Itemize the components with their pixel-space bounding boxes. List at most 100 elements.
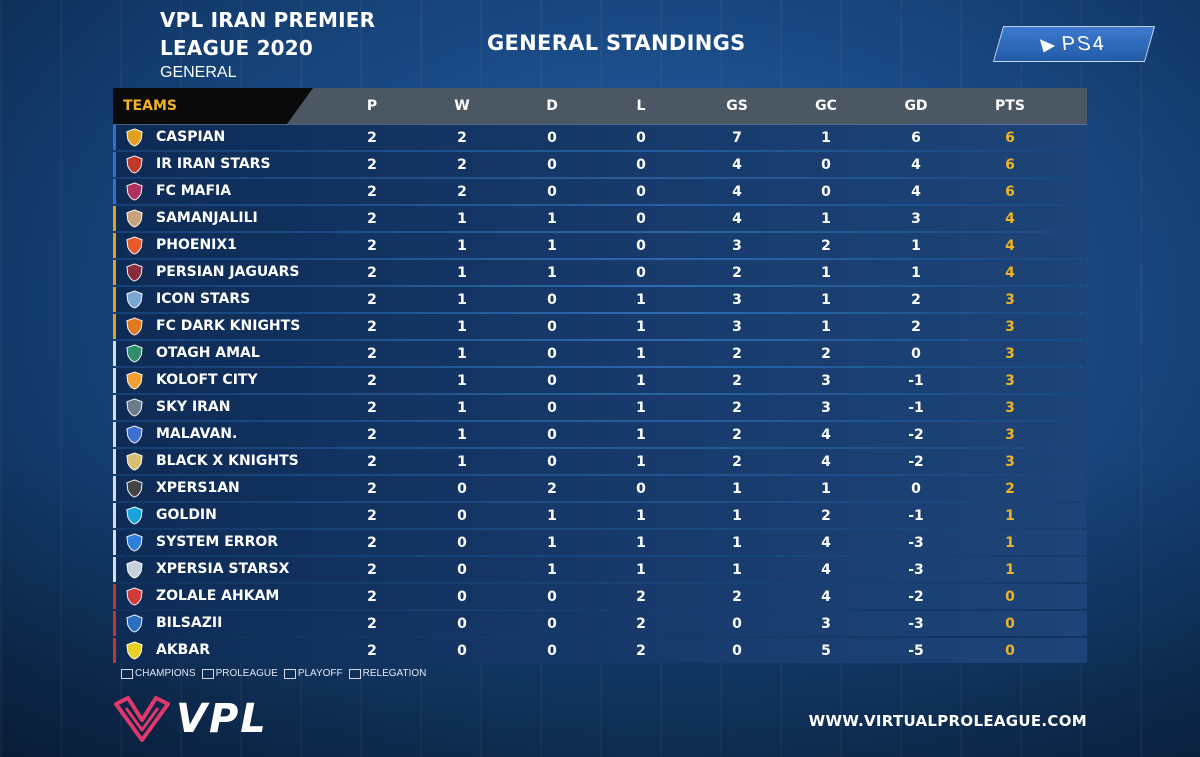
cell-w: 1 bbox=[457, 345, 467, 362]
cell-d: 1 bbox=[547, 264, 557, 281]
team-name: PHOENIX1 bbox=[156, 237, 237, 253]
team-logo-icon bbox=[125, 479, 144, 498]
table-row: PERSIAN JAGUARS 2 1 1 0 2 1 1 4 bbox=[113, 260, 1087, 285]
table-row: BLACK X KNIGHTS 2 1 0 1 2 4 -2 3 bbox=[113, 449, 1087, 474]
table-row: OTAGH AMAL 2 1 0 1 2 2 0 3 bbox=[113, 341, 1087, 366]
cell-w: 1 bbox=[457, 237, 467, 254]
cell-pts: 6 bbox=[1005, 183, 1015, 200]
cell-gd: 0 bbox=[911, 480, 921, 497]
cell-pts: 1 bbox=[1005, 534, 1015, 551]
cell-p: 2 bbox=[367, 345, 377, 362]
cell-p: 2 bbox=[367, 615, 377, 632]
cell-l: 0 bbox=[636, 237, 646, 254]
standings-table: TEAMS P W D L GS GC GD PTS CASPIAN 2 2 0 0 7 1… bbox=[113, 88, 1087, 663]
qualification-marker bbox=[113, 152, 116, 177]
cell-gd: 1 bbox=[911, 264, 921, 281]
team-logo-icon bbox=[125, 641, 144, 660]
cell-p: 2 bbox=[367, 588, 377, 605]
cell-gc: 3 bbox=[821, 372, 831, 389]
team-name: ZOLALE AHKAM bbox=[156, 588, 280, 604]
team-logo-icon bbox=[125, 398, 144, 417]
qualification-marker bbox=[113, 287, 116, 312]
cell-pts: 1 bbox=[1005, 507, 1015, 524]
cell-w: 2 bbox=[457, 156, 467, 173]
cell-gc: 1 bbox=[821, 129, 831, 146]
teams-header-tab bbox=[113, 88, 313, 124]
cell-pts: 0 bbox=[1005, 642, 1015, 659]
team-name: OTAGH AMAL bbox=[156, 345, 260, 361]
cell-w: 1 bbox=[457, 210, 467, 227]
cell-w: 0 bbox=[457, 588, 467, 605]
cell-gc: 4 bbox=[821, 426, 831, 443]
team-logo-icon bbox=[125, 155, 144, 174]
cell-l: 0 bbox=[636, 183, 646, 200]
vpl-logo: VPL bbox=[112, 694, 282, 744]
team-logo-icon bbox=[125, 452, 144, 471]
team-logo-icon bbox=[125, 209, 144, 228]
table-row: ZOLALE AHKAM 2 0 0 2 2 4 -2 0 bbox=[113, 584, 1087, 609]
cell-pts: 0 bbox=[1005, 588, 1015, 605]
cell-gs: 2 bbox=[732, 588, 742, 605]
cell-gs: 3 bbox=[732, 291, 742, 308]
cell-gc: 2 bbox=[821, 507, 831, 524]
cell-l: 2 bbox=[636, 615, 646, 632]
team-name: IR IRAN STARS bbox=[156, 156, 271, 172]
cell-p: 2 bbox=[367, 453, 377, 470]
header-l: L bbox=[636, 98, 646, 114]
qualification-marker bbox=[113, 179, 116, 204]
cell-l: 0 bbox=[636, 264, 646, 281]
legend-box bbox=[283, 668, 296, 679]
team-logo-icon bbox=[125, 506, 144, 525]
cell-w: 1 bbox=[457, 426, 467, 443]
cell-l: 1 bbox=[636, 372, 646, 389]
cell-gc: 4 bbox=[821, 588, 831, 605]
table-row: GOLDIN 2 0 1 1 1 2 -1 1 bbox=[113, 503, 1087, 528]
cell-d: 0 bbox=[547, 129, 557, 146]
cell-pts: 6 bbox=[1005, 129, 1015, 146]
cell-gd: -3 bbox=[908, 615, 924, 632]
team-logo-icon bbox=[125, 182, 144, 201]
table-row: XPERSIA STARSX 2 0 1 1 1 4 -3 1 bbox=[113, 557, 1087, 582]
cell-gs: 2 bbox=[732, 453, 742, 470]
cell-w: 0 bbox=[457, 642, 467, 659]
table-row: FC DARK KNIGHTS 2 1 0 1 3 1 2 3 bbox=[113, 314, 1087, 339]
website-url[interactable]: WWW.VIRTUALPROLEAGUE.COM bbox=[808, 712, 1087, 730]
cell-pts: 3 bbox=[1005, 453, 1015, 470]
team-logo-icon bbox=[125, 371, 144, 390]
legend-proleague: PROLEAGUE bbox=[201, 668, 278, 679]
cell-d: 0 bbox=[547, 345, 557, 362]
cell-gs: 1 bbox=[732, 561, 742, 578]
legend-label: PLAYOFF bbox=[297, 668, 343, 679]
cell-l: 0 bbox=[636, 156, 646, 173]
cell-w: 1 bbox=[457, 372, 467, 389]
cell-w: 2 bbox=[457, 129, 467, 146]
cell-p: 2 bbox=[367, 372, 377, 389]
cell-d: 1 bbox=[547, 507, 557, 524]
cell-p: 2 bbox=[367, 291, 377, 308]
qualification-marker bbox=[113, 341, 116, 366]
cell-d: 2 bbox=[547, 480, 557, 497]
cell-w: 0 bbox=[457, 480, 467, 497]
cell-gc: 4 bbox=[821, 561, 831, 578]
legend-box bbox=[201, 668, 214, 679]
cell-pts: 3 bbox=[1005, 426, 1015, 443]
cell-p: 2 bbox=[367, 480, 377, 497]
cell-gc: 2 bbox=[821, 345, 831, 362]
legend-box bbox=[348, 668, 361, 679]
playstation-icon: ▶ bbox=[1039, 36, 1059, 54]
table-row: CASPIAN 2 2 0 0 7 1 6 6 bbox=[113, 124, 1087, 150]
cell-gd: 2 bbox=[911, 291, 921, 308]
cell-p: 2 bbox=[367, 561, 377, 578]
table-row: SAMANJALILI 2 1 1 0 4 1 3 4 bbox=[113, 206, 1087, 231]
cell-p: 2 bbox=[367, 264, 377, 281]
legend-label: RELEGATION bbox=[362, 668, 427, 679]
cell-gd: -3 bbox=[908, 561, 924, 578]
cell-pts: 4 bbox=[1005, 210, 1015, 227]
cell-p: 2 bbox=[367, 156, 377, 173]
cell-gd: 0 bbox=[911, 345, 921, 362]
cell-gc: 1 bbox=[821, 480, 831, 497]
qualification-marker bbox=[113, 638, 116, 663]
cell-gc: 0 bbox=[821, 183, 831, 200]
team-logo-icon bbox=[125, 425, 144, 444]
cell-l: 1 bbox=[636, 426, 646, 443]
